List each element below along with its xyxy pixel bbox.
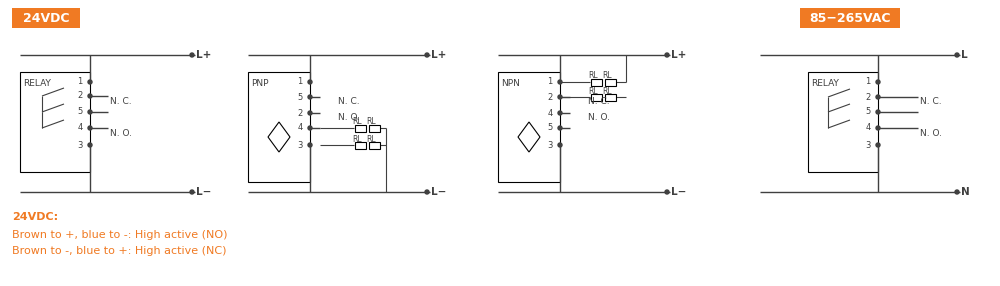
Circle shape bbox=[425, 190, 429, 194]
Text: N. C.: N. C. bbox=[920, 98, 942, 106]
Text: RL: RL bbox=[352, 134, 362, 144]
Bar bbox=[368, 142, 380, 148]
Circle shape bbox=[876, 143, 880, 147]
Text: NPN: NPN bbox=[501, 80, 520, 88]
Text: N. C.: N. C. bbox=[110, 96, 132, 106]
Circle shape bbox=[876, 80, 880, 84]
Bar bbox=[20, 72, 90, 172]
Circle shape bbox=[88, 143, 92, 147]
Bar bbox=[604, 78, 616, 86]
Text: N. O.: N. O. bbox=[110, 128, 132, 138]
Bar bbox=[12, 8, 80, 28]
Text: L+: L+ bbox=[196, 50, 211, 60]
Bar bbox=[354, 142, 366, 148]
Text: N. O.: N. O. bbox=[588, 114, 610, 122]
Text: N. O.: N. O. bbox=[338, 114, 360, 122]
Circle shape bbox=[308, 95, 312, 99]
Polygon shape bbox=[268, 122, 290, 152]
Text: 5: 5 bbox=[297, 92, 303, 102]
Text: 2: 2 bbox=[77, 92, 83, 100]
Circle shape bbox=[308, 111, 312, 115]
Circle shape bbox=[308, 126, 312, 130]
Text: 5: 5 bbox=[77, 108, 83, 116]
Circle shape bbox=[558, 126, 562, 130]
Text: 5: 5 bbox=[865, 108, 871, 116]
Text: N: N bbox=[961, 187, 970, 197]
Text: RL: RL bbox=[352, 118, 362, 126]
Circle shape bbox=[558, 95, 562, 99]
Text: 1: 1 bbox=[865, 78, 871, 86]
Circle shape bbox=[190, 190, 194, 194]
Text: RL: RL bbox=[602, 72, 612, 80]
Text: 1: 1 bbox=[297, 78, 303, 86]
Bar bbox=[808, 72, 878, 172]
Text: L: L bbox=[961, 50, 968, 60]
Text: L+: L+ bbox=[431, 50, 446, 60]
Text: N. C.: N. C. bbox=[588, 98, 610, 106]
Text: 4: 4 bbox=[297, 124, 303, 132]
Circle shape bbox=[308, 143, 312, 147]
Circle shape bbox=[665, 190, 669, 194]
Text: RL: RL bbox=[602, 86, 612, 96]
Bar bbox=[604, 94, 616, 100]
Text: RL: RL bbox=[366, 118, 376, 126]
Circle shape bbox=[190, 53, 194, 57]
Text: RL: RL bbox=[588, 72, 598, 80]
Text: N. O.: N. O. bbox=[920, 128, 942, 138]
Text: 24VDC: 24VDC bbox=[23, 11, 69, 25]
Polygon shape bbox=[518, 122, 540, 152]
Bar bbox=[590, 78, 602, 86]
Text: L−: L− bbox=[431, 187, 446, 197]
Text: L+: L+ bbox=[671, 50, 686, 60]
Bar bbox=[354, 124, 366, 132]
Text: 2: 2 bbox=[547, 92, 553, 102]
Text: 4: 4 bbox=[865, 124, 871, 132]
Circle shape bbox=[558, 80, 562, 84]
Text: L−: L− bbox=[671, 187, 686, 197]
Circle shape bbox=[876, 110, 880, 114]
Text: RL: RL bbox=[588, 86, 598, 96]
Circle shape bbox=[955, 190, 959, 194]
Text: 1: 1 bbox=[77, 78, 83, 86]
Text: RELAY: RELAY bbox=[23, 80, 51, 88]
Text: Brown to -, blue to +: High active (NC): Brown to -, blue to +: High active (NC) bbox=[12, 246, 226, 256]
Bar bbox=[498, 72, 560, 182]
Circle shape bbox=[88, 94, 92, 98]
Text: RELAY: RELAY bbox=[811, 80, 839, 88]
Circle shape bbox=[88, 126, 92, 130]
Bar bbox=[248, 72, 310, 182]
Circle shape bbox=[665, 53, 669, 57]
Bar bbox=[590, 94, 602, 100]
Circle shape bbox=[308, 80, 312, 84]
Text: 24VDC:: 24VDC: bbox=[12, 212, 58, 222]
Text: 2: 2 bbox=[865, 92, 871, 102]
Circle shape bbox=[876, 126, 880, 130]
Text: 4: 4 bbox=[77, 124, 83, 132]
Text: 3: 3 bbox=[547, 140, 553, 150]
Text: 5: 5 bbox=[547, 124, 553, 132]
Circle shape bbox=[955, 53, 959, 57]
Circle shape bbox=[876, 95, 880, 99]
Text: Brown to +, blue to -: High active (NO): Brown to +, blue to -: High active (NO) bbox=[12, 230, 228, 240]
Text: PNP: PNP bbox=[251, 80, 268, 88]
Text: 3: 3 bbox=[77, 140, 83, 150]
Text: 3: 3 bbox=[865, 140, 871, 150]
Circle shape bbox=[88, 110, 92, 114]
Text: 3: 3 bbox=[297, 140, 303, 150]
Text: 2: 2 bbox=[297, 108, 303, 118]
Text: 4: 4 bbox=[547, 108, 553, 118]
Circle shape bbox=[425, 53, 429, 57]
Bar bbox=[800, 8, 900, 28]
Text: N. C.: N. C. bbox=[338, 98, 360, 106]
Text: 1: 1 bbox=[547, 78, 553, 86]
Bar bbox=[368, 124, 380, 132]
Circle shape bbox=[558, 143, 562, 147]
Text: 85−265VAC: 85−265VAC bbox=[809, 11, 891, 25]
Circle shape bbox=[558, 111, 562, 115]
Text: L−: L− bbox=[196, 187, 211, 197]
Circle shape bbox=[88, 80, 92, 84]
Text: RL: RL bbox=[366, 134, 376, 144]
